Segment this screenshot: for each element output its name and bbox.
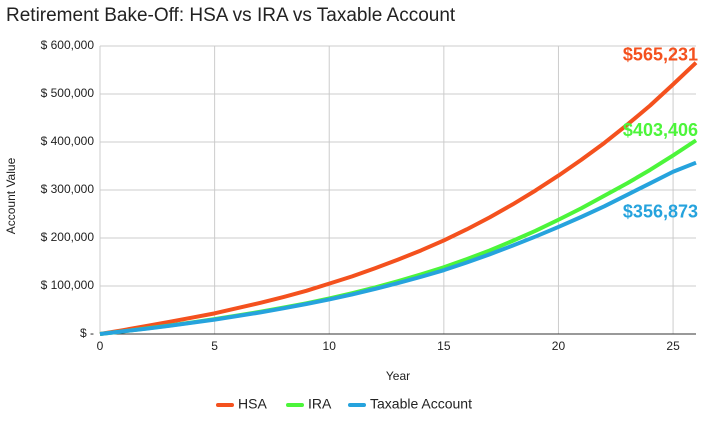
y-tick-label: $ 500,000 [41,86,95,100]
y-tick-label: $ - [80,326,94,340]
y-axis-title: Account Value [4,157,18,234]
value-label: $356,873 [623,201,698,221]
y-tick-label: $ 400,000 [41,134,95,148]
y-tick-label: $ 200,000 [41,230,95,244]
x-tick-label: 10 [323,339,337,353]
x-tick-label: 20 [552,339,566,353]
legend-label: Taxable Account [370,396,472,412]
legend-label: HSA [238,396,267,412]
x-tick-label: 5 [211,339,218,353]
x-axis-title: Year [386,369,410,383]
x-tick-label: 0 [97,339,104,353]
value-label: $565,231 [623,44,698,64]
y-tick-label: $ 100,000 [41,278,95,292]
legend-label: IRA [308,396,332,412]
series-line [99,61,698,336]
value-label: $403,406 [623,120,698,140]
x-tick-label: 25 [666,339,680,353]
series-line [99,160,697,336]
chart-title: Retirement Bake-Off: HSA vs IRA vs Taxab… [6,5,456,26]
x-tick-label: 15 [437,339,451,353]
y-tick-label: $ 300,000 [41,182,95,196]
y-tick-label: $ 600,000 [41,38,95,52]
series-line [99,138,698,336]
